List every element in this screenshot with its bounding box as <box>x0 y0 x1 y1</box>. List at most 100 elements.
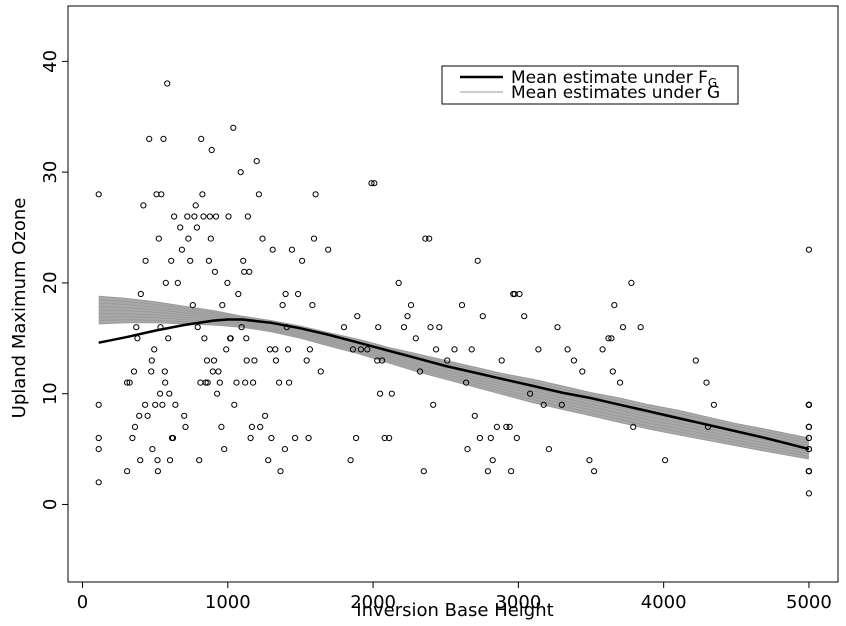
data-point <box>400 324 408 331</box>
data-point <box>353 434 360 442</box>
data-point <box>305 434 312 442</box>
data-point <box>168 257 175 264</box>
data-point <box>162 379 169 386</box>
data-point <box>177 224 184 231</box>
data-point <box>216 379 223 386</box>
data-point <box>148 368 155 375</box>
data-point <box>317 368 324 375</box>
data-point <box>189 302 196 309</box>
data-point <box>416 368 424 375</box>
data-point <box>430 401 437 408</box>
data-point <box>196 457 203 464</box>
data-point <box>240 257 247 264</box>
data-point <box>131 423 139 430</box>
band-curve <box>98 319 809 457</box>
data-point <box>611 302 618 309</box>
data-point <box>259 235 266 242</box>
data-point <box>375 324 382 331</box>
data-point <box>227 335 234 342</box>
data-point <box>279 302 286 309</box>
data-point <box>377 390 384 397</box>
data-point <box>545 446 553 453</box>
data-point <box>225 213 232 220</box>
data-point <box>194 324 201 331</box>
data-point <box>463 379 470 386</box>
data-point <box>540 401 547 408</box>
data-point <box>388 390 395 397</box>
data-point <box>164 80 171 87</box>
data-point <box>484 468 491 475</box>
data-point <box>246 268 253 275</box>
data-point <box>178 246 185 253</box>
data-point <box>309 302 316 309</box>
data-point <box>513 434 520 442</box>
data-point <box>146 135 153 142</box>
data-point <box>211 268 218 275</box>
data-point <box>149 446 156 453</box>
data-point <box>133 324 140 331</box>
data-point <box>489 457 496 464</box>
data-point <box>241 268 248 275</box>
data-point <box>187 257 194 264</box>
data-point <box>184 213 191 220</box>
data-point <box>637 324 644 331</box>
data-point <box>444 357 451 364</box>
data-point <box>282 290 289 298</box>
data-point <box>266 346 273 353</box>
data-point <box>427 324 434 331</box>
data-point <box>169 434 177 442</box>
data-point <box>95 479 102 486</box>
legend-label-f-subscript: G <box>708 76 717 90</box>
data-point <box>506 423 513 430</box>
data-point <box>554 324 561 331</box>
data-point <box>277 468 284 475</box>
data-point <box>137 290 144 298</box>
data-point <box>404 313 411 320</box>
data-point <box>299 257 306 264</box>
data-point <box>199 191 206 198</box>
data-point <box>204 379 211 386</box>
legend-box <box>441 65 739 105</box>
data-point <box>521 313 528 320</box>
data-point <box>458 302 466 309</box>
data-point <box>206 213 213 220</box>
data-point <box>247 434 254 442</box>
data-point <box>193 224 200 231</box>
legend-label-f-text: Mean estimate under F <box>511 68 708 88</box>
data-point <box>154 457 161 464</box>
data-point <box>292 434 299 442</box>
data-point <box>159 401 166 408</box>
data-point <box>498 357 505 364</box>
data-point <box>231 401 238 408</box>
data-point <box>210 357 218 364</box>
data-point <box>95 446 102 453</box>
data-point <box>154 468 161 475</box>
data-point <box>182 423 189 430</box>
data-point <box>312 191 319 198</box>
data-point <box>381 434 388 442</box>
data-point <box>205 257 212 264</box>
data-point <box>357 346 364 353</box>
y-axis-label: Upland Maximum Ozone <box>9 198 30 419</box>
band-curve <box>98 306 809 447</box>
data-point <box>340 324 348 331</box>
band-area <box>98 296 809 459</box>
x-tick-label: 2000 <box>350 592 396 613</box>
band-curve <box>98 309 809 449</box>
data-point <box>379 357 386 364</box>
data-point <box>203 357 211 364</box>
data-point <box>192 202 199 209</box>
y-tick-label: 10 <box>40 382 61 405</box>
data-point <box>422 235 429 242</box>
data-point <box>243 335 250 342</box>
data-point <box>692 357 699 364</box>
data-point <box>144 412 151 419</box>
data-point <box>243 357 250 364</box>
data-point <box>805 490 813 497</box>
data-point <box>272 346 279 353</box>
data-point <box>155 235 162 242</box>
data-point <box>257 423 264 430</box>
data-point <box>148 357 155 364</box>
data-point <box>242 379 249 386</box>
